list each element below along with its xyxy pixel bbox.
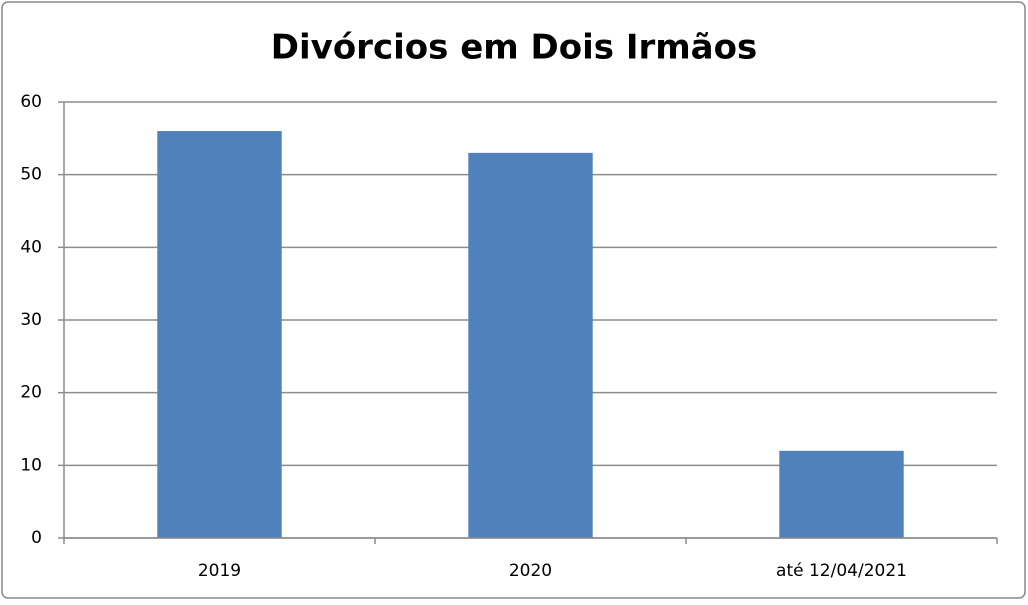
- y-tick-label: 60: [20, 92, 42, 112]
- y-tick-label: 20: [20, 383, 42, 403]
- bar: [779, 450, 904, 538]
- chart-title: Divórcios em Dois Irmãos: [271, 28, 757, 68]
- bar: [468, 152, 593, 538]
- x-tick-label: até 12/04/2021: [776, 561, 907, 581]
- y-tick-label: 0: [31, 528, 42, 548]
- y-tick-label: 10: [20, 455, 42, 475]
- y-tick-label: 40: [20, 237, 42, 257]
- y-tick-label: 30: [20, 310, 42, 330]
- y-tick-label: 50: [20, 165, 42, 185]
- x-tick-label: 2020: [509, 561, 552, 581]
- x-tick-label: 2019: [198, 561, 241, 581]
- bar: [157, 131, 282, 539]
